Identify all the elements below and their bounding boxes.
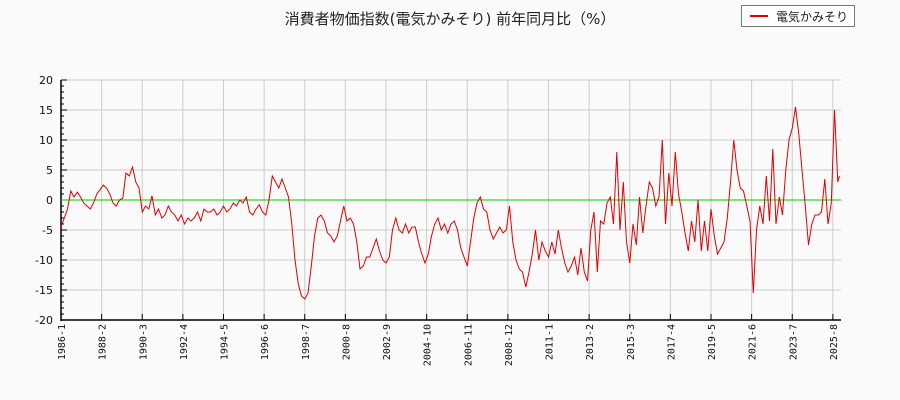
x-axis-labels: 1986-1 1988-2 1990-3 1992-4 1994-5 1996-6 1998… (57, 324, 840, 366)
series-line (60, 106, 840, 300)
y-tick-label: -20 (35, 314, 53, 327)
x-tick-label: 2019-5 (707, 324, 718, 360)
x-tick-label: 1998-7 (301, 324, 312, 360)
x-tick-label: 2011-1 (545, 324, 556, 360)
y-tick-label: 10 (39, 134, 53, 147)
x-tick-label: 1990-3 (138, 324, 149, 360)
x-tick-label: 2015-3 (626, 324, 637, 360)
x-tick-label: 2023-7 (788, 324, 799, 360)
x-tick-label: 1996-6 (260, 324, 271, 360)
x-tick-label: 2002-9 (382, 324, 393, 360)
y-tick-label: -5 (42, 224, 53, 237)
x-tick-label: 2008-12 (504, 324, 515, 366)
x-tick-label: 2021-6 (748, 324, 759, 360)
x-tick-label: 2000-8 (341, 324, 352, 360)
data-series (60, 106, 841, 300)
y-tick-label: 20 (39, 74, 53, 87)
x-tick-label: 2006-11 (463, 324, 474, 366)
y-axis-labels: 20 15 10 5 0 -5 -10 -15 -20 (35, 74, 53, 327)
x-tick-label: 2004-10 (423, 324, 434, 366)
y-tick-label: -10 (35, 254, 53, 267)
x-tick-label: 2013-2 (585, 324, 596, 360)
x-tick-label: 1994-5 (220, 324, 231, 360)
axes (60, 79, 841, 321)
x-tick-label: 1986-1 (57, 324, 68, 360)
y-tick-label: 5 (46, 164, 53, 177)
y-tick-label: -15 (35, 284, 53, 297)
legend-label: 電気かみそり (776, 9, 849, 24)
x-tick-label: 1988-2 (98, 324, 109, 360)
y-tick-label: 0 (46, 194, 53, 207)
x-tick-label: 1992-4 (179, 324, 190, 360)
legend: 電気かみそり (741, 5, 855, 27)
chart-title: 消費者物価指数(電気かみそり) 前年同月比（%） (284, 10, 616, 28)
x-tick-label: 2025-8 (829, 324, 840, 360)
x-tick-label: 2017-4 (666, 324, 677, 360)
y-tick-label: 15 (39, 104, 53, 117)
legend-swatch-icon (750, 15, 768, 17)
